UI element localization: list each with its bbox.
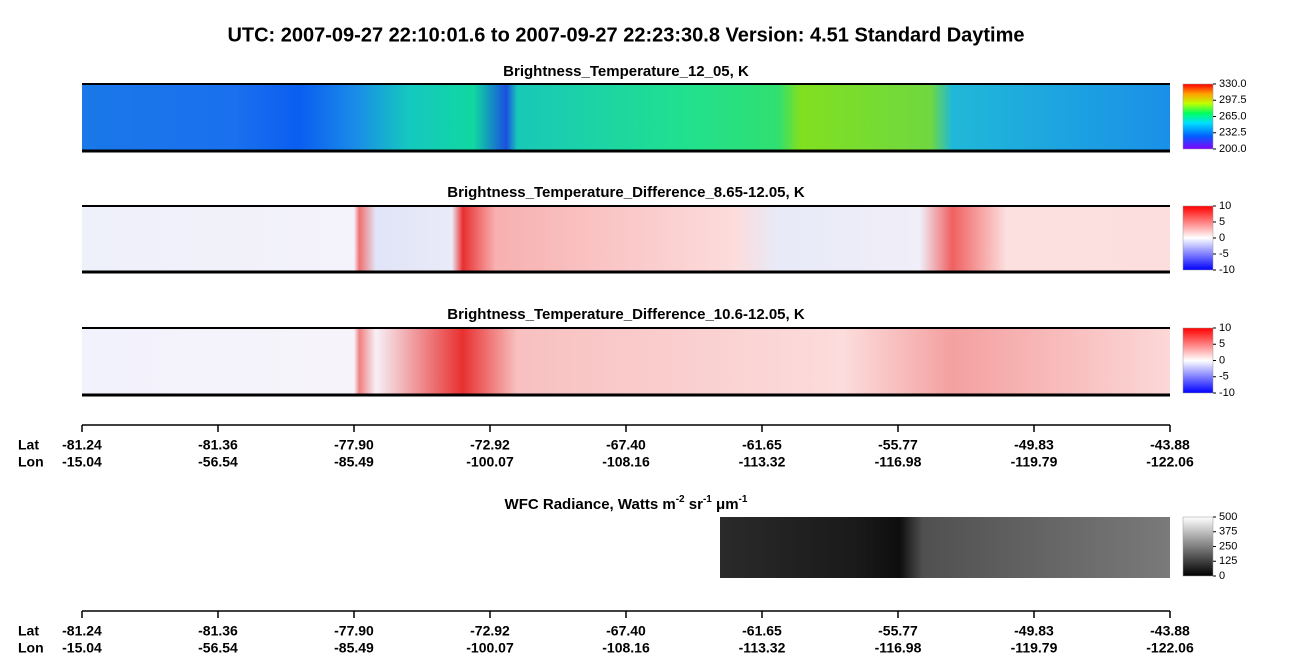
colorbar bbox=[1182, 83, 1214, 150]
lon-tick-label: -113.32 bbox=[739, 640, 786, 656]
lat-tick-label: -67.40 bbox=[606, 623, 646, 639]
title-part: -1 bbox=[739, 494, 748, 505]
colorbar-tick-label: 265.0 bbox=[1219, 110, 1247, 122]
row-label: Lat bbox=[18, 437, 39, 453]
lon-tick-label: -85.49 bbox=[334, 454, 374, 470]
lon-tick-label: -56.54 bbox=[198, 454, 238, 470]
title-part: sr bbox=[685, 496, 704, 513]
title-part: -1 bbox=[703, 494, 712, 505]
lon-tick-label: -116.98 bbox=[875, 454, 922, 470]
lat-tick-label: -81.24 bbox=[62, 437, 102, 453]
lat-tick-label: -49.83 bbox=[1014, 437, 1054, 453]
colorbar-tick-label: 0 bbox=[1219, 354, 1225, 366]
panel-title: WFC Radiance, Watts m-2 sr-1 μm-1 bbox=[505, 494, 748, 513]
heatmap-image bbox=[82, 328, 1170, 395]
panel-title: Brightness_Temperature_12_05, K bbox=[503, 63, 749, 80]
title-part: -2 bbox=[676, 494, 685, 505]
lat-tick-label: -72.92 bbox=[470, 623, 510, 639]
lon-tick-label: -119.79 bbox=[1011, 454, 1058, 470]
lat-tick-label: -72.92 bbox=[470, 437, 510, 453]
colorbar-tick-label: 200.0 bbox=[1219, 143, 1247, 155]
lon-tick-label: -113.32 bbox=[739, 454, 786, 470]
colorbar-tick-label: 0 bbox=[1219, 570, 1225, 582]
lat-tick-label: -55.77 bbox=[878, 623, 918, 639]
colorbar-tick-label: 125 bbox=[1219, 555, 1237, 567]
lat-tick-label: -55.77 bbox=[878, 437, 918, 453]
lon-tick-label: -116.98 bbox=[875, 640, 922, 656]
colorbar-tick-label: 232.5 bbox=[1219, 127, 1247, 139]
lon-tick-label: -119.79 bbox=[1011, 640, 1058, 656]
lat-tick-label: -67.40 bbox=[606, 437, 646, 453]
lat-tick-label: -81.24 bbox=[62, 623, 102, 639]
lat-tick-label: -81.36 bbox=[198, 623, 238, 639]
panel-title: Brightness_Temperature_Difference_10.6-1… bbox=[447, 306, 805, 323]
lon-tick-label: -122.06 bbox=[1146, 640, 1194, 656]
colorbar-tick-label: -10 bbox=[1219, 264, 1235, 276]
lon-tick-label: -122.06 bbox=[1146, 454, 1194, 470]
colorbar-tick-label: 250 bbox=[1219, 540, 1237, 552]
lat-tick-label: -77.90 bbox=[334, 437, 374, 453]
page-title: UTC: 2007-09-27 22:10:01.6 to 2007-09-27… bbox=[227, 24, 1024, 46]
row-label: Lat bbox=[18, 623, 39, 639]
lat-tick-label: -77.90 bbox=[334, 623, 374, 639]
colorbar-tick-label: 375 bbox=[1219, 526, 1237, 538]
lat-tick-label: -61.65 bbox=[742, 437, 782, 453]
row-label: Lon bbox=[18, 640, 44, 656]
title-part: μm bbox=[712, 496, 739, 513]
colorbar-tick-label: 5 bbox=[1219, 216, 1225, 228]
lat-tick-label: -81.36 bbox=[198, 437, 238, 453]
lat-tick-label: -43.88 bbox=[1150, 623, 1190, 639]
lat-tick-label: -49.83 bbox=[1014, 623, 1054, 639]
lon-tick-label: -15.04 bbox=[62, 454, 102, 470]
colorbar-tick-label: 330.0 bbox=[1219, 78, 1247, 90]
heatmap-image bbox=[82, 206, 1170, 272]
lat-tick-label: -43.88 bbox=[1150, 437, 1190, 453]
row-label: Lon bbox=[18, 454, 44, 470]
lon-tick-label: -100.07 bbox=[466, 454, 514, 470]
title-part: WFC Radiance, Watts m bbox=[505, 496, 676, 513]
colorbar-tick-label: -5 bbox=[1219, 248, 1229, 260]
lat-tick-label: -61.65 bbox=[742, 623, 782, 639]
lon-tick-label: -108.16 bbox=[602, 640, 650, 656]
colorbar-tick-label: 10 bbox=[1219, 322, 1231, 334]
colorbar-tick-label: 297.5 bbox=[1219, 94, 1247, 106]
lon-tick-label: -56.54 bbox=[198, 640, 238, 656]
colorbar-tick-label: 500 bbox=[1219, 511, 1237, 523]
heatmap-image bbox=[82, 84, 1170, 151]
colorbar-tick-label: -10 bbox=[1219, 387, 1235, 399]
heatmap-image bbox=[720, 517, 1170, 578]
colorbar-tick-label: -5 bbox=[1219, 371, 1229, 383]
colorbar-tick-label: 0 bbox=[1219, 232, 1225, 244]
lon-tick-label: -100.07 bbox=[466, 640, 514, 656]
lon-tick-label: -108.16 bbox=[602, 454, 650, 470]
lon-tick-label: -15.04 bbox=[62, 640, 102, 656]
colorbar-tick-label: 10 bbox=[1219, 200, 1231, 212]
panel-title: Brightness_Temperature_Difference_8.65-1… bbox=[447, 184, 805, 201]
lon-tick-label: -85.49 bbox=[334, 640, 374, 656]
colorbar bbox=[1182, 516, 1214, 577]
colorbar bbox=[1182, 327, 1214, 394]
colorbar-tick-label: 5 bbox=[1219, 338, 1225, 350]
colorbar bbox=[1182, 205, 1214, 271]
